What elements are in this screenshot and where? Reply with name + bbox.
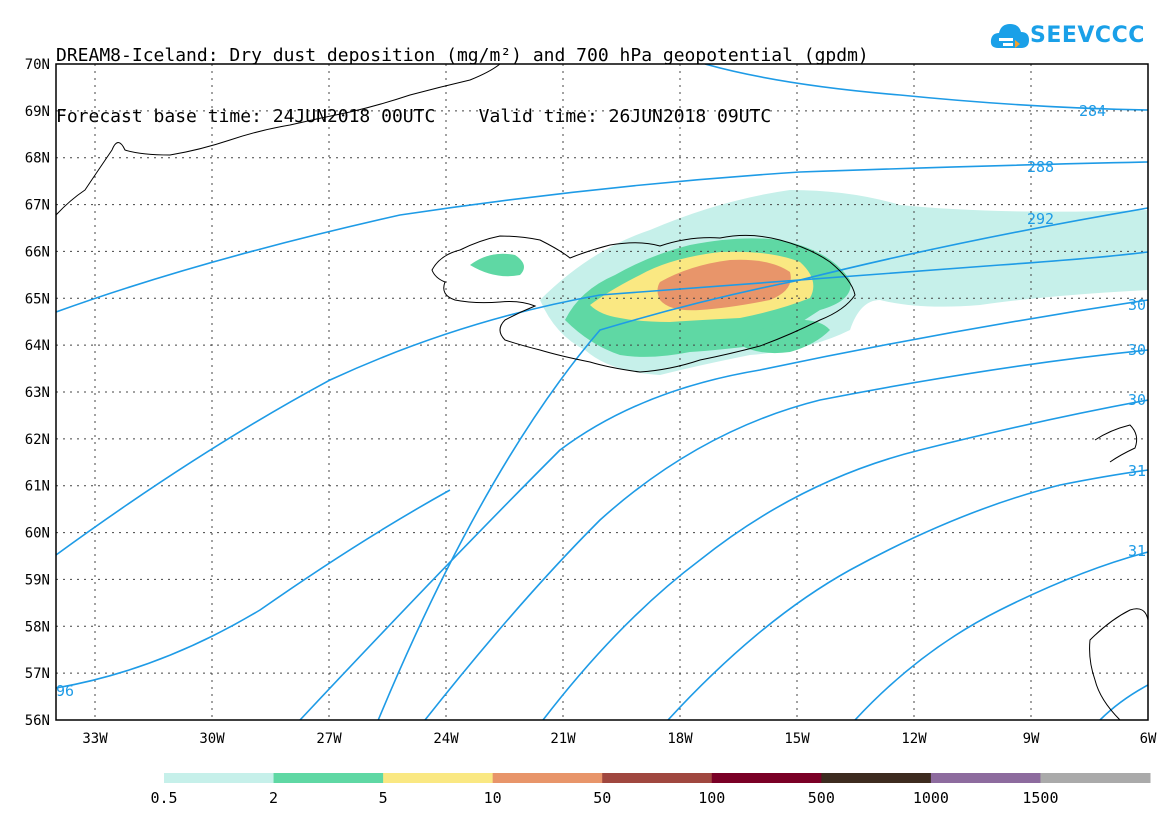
contour-label: 30 <box>1128 391 1146 409</box>
contour-label: 30 <box>1128 341 1146 359</box>
greenland-coast <box>56 64 501 216</box>
lat-tick-label: 65N <box>25 291 50 307</box>
legend-label: 1000 <box>913 789 949 807</box>
coastlines <box>56 64 1148 720</box>
legend-label: 5 <box>379 789 388 807</box>
lat-tick-label: 67N <box>25 198 50 214</box>
lon-tick-label: 15W <box>784 731 810 747</box>
lat-tick-label: 58N <box>25 619 50 635</box>
legend-swatch <box>930 773 1041 783</box>
lon-tick-label: 24W <box>433 731 459 747</box>
legend-swatch <box>1040 773 1151 783</box>
lon-tick-label: 33W <box>82 731 108 747</box>
lat-tick-label: 69N <box>25 104 50 120</box>
contour-line <box>56 161 1148 313</box>
contour-label-group: 284 288 292 30 30 30 31 31 96 <box>56 102 1146 700</box>
contour-line <box>704 64 1148 111</box>
lat-tick-label: 60N <box>25 526 50 542</box>
legend-swatch <box>492 773 603 783</box>
lat-tick-label: 62N <box>25 432 50 448</box>
legend-swatch <box>821 773 932 783</box>
map-title: DREAM8-Iceland: Dry dust deposition (mg/… <box>56 6 869 148</box>
lon-tick-label: 18W <box>667 731 693 747</box>
title-line-2: Forecast base time: 24JUN2018 00UTC Vali… <box>56 106 772 127</box>
legend-swatch <box>383 773 494 783</box>
legend-label: 100 <box>698 789 725 807</box>
geopotential-contours <box>56 64 1148 720</box>
iceland-coast <box>431 234 856 373</box>
title-line-1: DREAM8-Iceland: Dry dust deposition (mg/… <box>56 45 869 66</box>
contour-label: 30 <box>1128 296 1146 314</box>
latitude-axis: 70N 69N 68N 67N 66N 65N 64N 63N 62N 61N 60N 59N 58N 5… <box>25 57 50 729</box>
lat-tick-label: 57N <box>25 666 50 682</box>
lat-tick-label: 61N <box>25 479 50 495</box>
contour-label: 31 <box>1128 542 1146 560</box>
contour-line <box>1099 684 1148 720</box>
lon-tick-label: 12W <box>901 731 927 747</box>
legend-swatch <box>164 773 275 783</box>
graticule <box>56 64 1148 720</box>
contour-line <box>424 349 1148 720</box>
seevccc-logo: SEEVCCC <box>990 20 1150 60</box>
contour-label: 31 <box>1128 462 1146 480</box>
legend-swatch <box>602 773 713 783</box>
contour-line <box>542 399 1148 720</box>
dust-area-west-2 <box>470 253 524 277</box>
lat-tick-label: 70N <box>25 57 50 73</box>
lon-tick-label: 21W <box>550 731 576 747</box>
lat-tick-label: 68N <box>25 151 50 167</box>
lon-tick-label: 9W <box>1023 731 1040 747</box>
lat-tick-label: 59N <box>25 572 50 588</box>
legend-label: 0.5 <box>150 789 177 807</box>
legend-label: 2 <box>269 789 278 807</box>
lat-tick-label: 56N <box>25 713 50 729</box>
cloud-icon <box>990 24 1029 48</box>
contour-line <box>299 299 1148 720</box>
lon-tick-label: 27W <box>316 731 342 747</box>
longitude-axis: 33W 30W 27W 24W 21W 18W 15W 12W 9W 6W <box>82 731 1157 747</box>
logo-text: SEEVCCC <box>1030 23 1145 48</box>
legend-label: 500 <box>808 789 835 807</box>
plot-frame <box>55 63 1149 721</box>
contour-line <box>377 207 1148 720</box>
legend-swatch <box>711 773 822 783</box>
lat-tick-label: 63N <box>25 385 50 401</box>
scotland-coast <box>1094 424 1138 463</box>
legend-labels: 0.5 2 5 10 50 100 500 1000 1500 <box>150 789 1058 807</box>
contour-label: 284 <box>1079 102 1106 120</box>
britain-coast <box>1089 608 1148 720</box>
contour-line <box>854 551 1148 720</box>
contour-label: 96 <box>56 682 74 700</box>
contour-line <box>56 489 451 689</box>
lat-tick-label: 66N <box>25 244 50 260</box>
contour-line <box>667 469 1148 720</box>
contour-label: 292 <box>1027 210 1054 228</box>
lat-tick-label: 64N <box>25 338 50 354</box>
contour-line <box>56 251 1148 556</box>
color-legend <box>164 773 1151 783</box>
lon-tick-label: 30W <box>199 731 225 747</box>
legend-label: 10 <box>484 789 502 807</box>
contour-label: 288 <box>1027 158 1054 176</box>
legend-label: 50 <box>593 789 611 807</box>
lon-tick-label: 6W <box>1140 731 1157 747</box>
legend-label: 1500 <box>1022 789 1058 807</box>
legend-swatch <box>273 773 384 783</box>
